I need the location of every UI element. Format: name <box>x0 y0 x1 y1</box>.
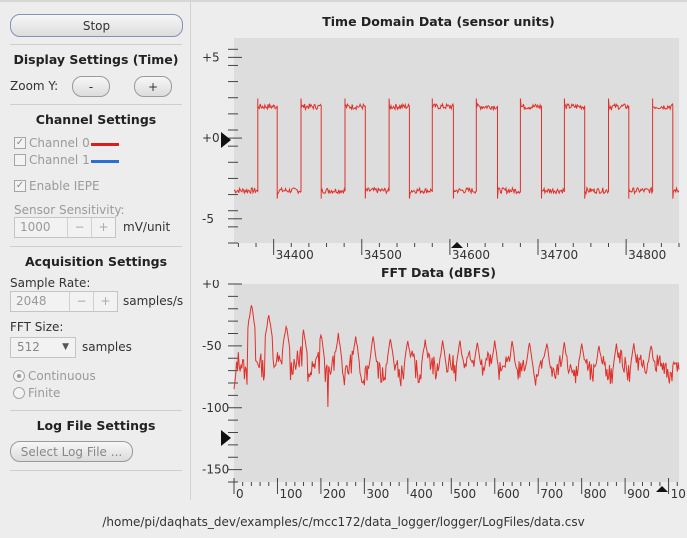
x-tick-label: 34800 <box>628 248 666 262</box>
separator <box>10 410 182 411</box>
fft-size-dropdown[interactable]: 512 ▼ <box>10 337 76 358</box>
x-tick-label: 0 <box>236 487 244 501</box>
window-top-edge <box>0 0 687 2</box>
acquisition-settings-title: Acquisition Settings <box>24 254 168 269</box>
sensitivity-increment-button[interactable]: + <box>91 218 115 237</box>
sample-rate-label: Sample Rate: <box>10 276 91 290</box>
y-tick-label: +0 <box>202 131 220 145</box>
fft-plot-title: FFT Data (dBFS) <box>381 265 496 280</box>
x-tick-label: 100 <box>279 487 302 501</box>
x-tick-label: 700 <box>540 487 563 501</box>
x-tick-label: 300 <box>366 487 389 501</box>
panel-divider <box>190 2 191 500</box>
iepe-checkbox[interactable]: ✓ <box>14 180 26 192</box>
sensitivity-spinbox[interactable]: 1000 − + <box>14 217 116 238</box>
x-cursor-marker-icon <box>451 242 463 248</box>
y-offset-marker-icon <box>221 430 231 446</box>
channel-0-color-swatch <box>91 143 119 146</box>
sensor-sensitivity-label: Sensor Sensitivity: <box>14 203 125 217</box>
finite-label: Finite <box>28 386 61 400</box>
separator <box>10 44 182 45</box>
x-tick-label: 200 <box>323 487 346 501</box>
y-tick-label: +5 <box>202 50 220 64</box>
x-tick-label: 400 <box>410 487 433 501</box>
separator <box>10 470 182 471</box>
y-tick-label: -150 <box>202 463 229 477</box>
x-tick-label: 800 <box>584 487 607 501</box>
sample-rate-value: 2048 <box>16 294 47 308</box>
stop-button[interactable]: Stop <box>10 14 183 37</box>
channel-1-label: Channel 1 <box>29 153 90 167</box>
x-tick-label: 34700 <box>540 248 578 262</box>
channel-0-label: Channel 0 <box>29 136 90 150</box>
x-tick-label: 900 <box>627 487 650 501</box>
x-tick-label: 34600 <box>452 248 490 262</box>
fft-plot[interactable]: +0 -50 -100 -150 0 100 200 300 400 500 600 700 800 90… <box>190 280 687 504</box>
channel-1-color-swatch <box>91 160 119 163</box>
sensitivity-decrement-button[interactable]: − <box>67 218 91 237</box>
sensitivity-unit-label: mV/unit <box>123 220 171 234</box>
plot-area <box>234 284 679 482</box>
sample-rate-spinbox[interactable]: 2048 − + <box>10 291 118 312</box>
zoom-y-label: Zoom Y: <box>10 79 59 93</box>
separator <box>10 246 182 247</box>
continuous-label: Continuous <box>28 369 96 383</box>
display-settings-title: Display Settings (Time) <box>13 52 179 67</box>
x-tick-label: 600 <box>497 487 520 501</box>
time-plot-title: Time Domain Data (sensor units) <box>322 14 555 29</box>
log-file-settings-title: Log File Settings <box>36 418 156 433</box>
channel-0-trace <box>233 98 680 199</box>
separator <box>10 104 182 105</box>
x-cursor-marker-icon <box>656 486 668 492</box>
y-tick-label: -5 <box>202 212 214 226</box>
sample-rate-decrement-button[interactable]: − <box>69 292 93 311</box>
channel-1-checkbox[interactable] <box>14 154 26 166</box>
y-offset-marker-icon <box>221 132 231 148</box>
fft-trace <box>233 305 680 407</box>
control-panel: Stop Display Settings (Time) Zoom Y: - +… <box>0 0 190 500</box>
fft-size-label: FFT Size: <box>10 320 64 334</box>
zoom-out-button[interactable]: - <box>72 76 110 97</box>
channel-settings-title: Channel Settings <box>35 112 157 127</box>
x-tick-label: 10 <box>671 487 686 501</box>
sample-rate-increment-button[interactable]: + <box>93 292 117 311</box>
log-file-path: /home/pi/daqhats_dev/examples/c/mcc172/d… <box>102 515 585 529</box>
chevron-down-icon: ▼ <box>62 342 69 352</box>
select-log-file-button[interactable]: Select Log File ... <box>10 441 133 462</box>
x-tick-label: 34400 <box>276 248 314 262</box>
sensitivity-value: 1000 <box>20 220 51 234</box>
x-tick-label: 500 <box>453 487 476 501</box>
y-tick-label: +0 <box>202 280 220 291</box>
continuous-radio[interactable] <box>13 370 25 382</box>
channel-0-checkbox[interactable]: ✓ <box>14 137 26 149</box>
sample-rate-unit-label: samples/s <box>123 294 184 308</box>
zoom-in-button[interactable]: + <box>134 76 172 97</box>
fft-size-value: 512 <box>17 340 40 354</box>
y-tick-label: -50 <box>202 339 222 353</box>
plot-area <box>234 38 679 243</box>
fft-size-unit-label: samples <box>82 340 132 354</box>
iepe-label: Enable IEPE <box>29 179 100 193</box>
y-tick-label: -100 <box>202 401 229 415</box>
time-domain-plot[interactable]: +5 +0 -5 34400 34500 34600 34700 34800 <box>190 30 687 266</box>
x-tick-label: 34500 <box>364 248 402 262</box>
finite-radio[interactable] <box>13 387 25 399</box>
